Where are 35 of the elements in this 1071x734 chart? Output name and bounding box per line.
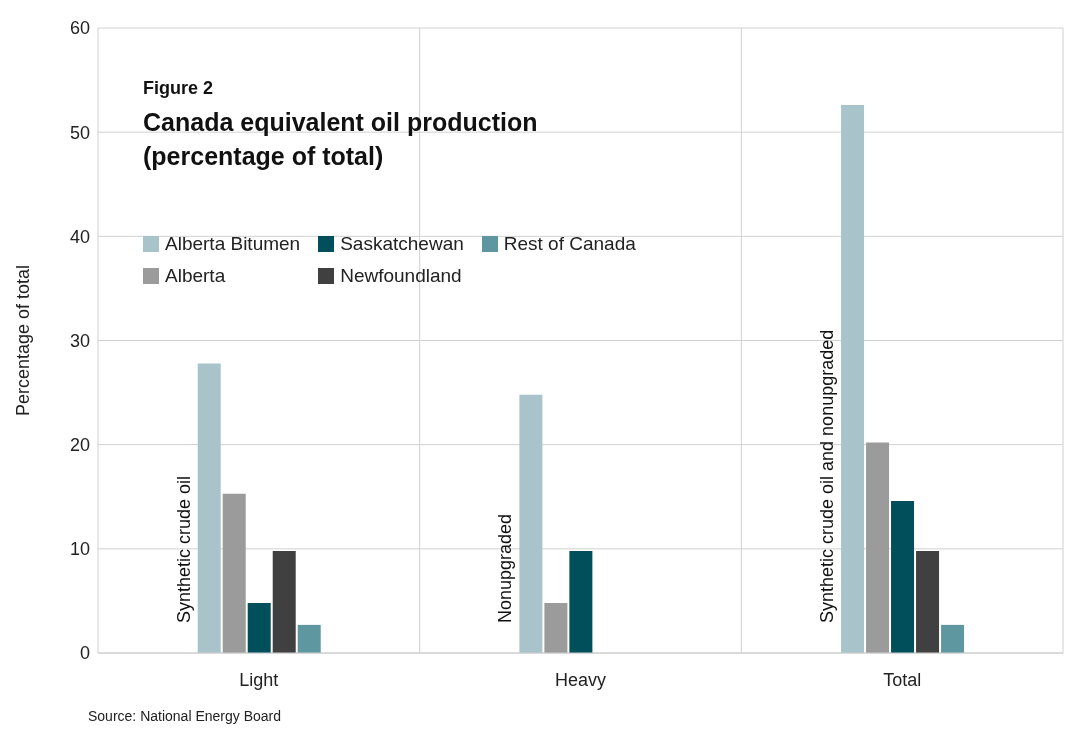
x-tick-label: Total xyxy=(883,669,922,690)
bar xyxy=(222,493,246,653)
bar xyxy=(891,500,915,653)
bar xyxy=(866,442,890,653)
annotation: Synthetic crude oil and nonupgraded xyxy=(817,329,838,623)
y-tick-label: 10 xyxy=(69,539,90,560)
legend-label: Rest of Canada xyxy=(503,233,636,255)
y-tick-label: 50 xyxy=(69,122,90,143)
source-note: Source: National Energy Board xyxy=(88,708,282,724)
bar xyxy=(197,363,221,653)
bar xyxy=(841,105,865,653)
annotation: Nonupgraded xyxy=(495,513,516,623)
text: Figure 2 xyxy=(143,78,214,99)
y-tick-label: 40 xyxy=(69,226,90,247)
y-tick-label: 0 xyxy=(79,643,90,664)
bar xyxy=(569,550,593,653)
y-tick-label: 20 xyxy=(69,435,90,456)
y-axis-title: Percentage of total xyxy=(13,264,34,417)
legend-label: Alberta xyxy=(165,265,226,287)
text: Canada equivalent oil production (percentage of total) xyxy=(143,107,539,172)
x-tick-label: Heavy xyxy=(554,669,607,690)
y-tick-label: 60 xyxy=(69,18,90,39)
legend-label: Saskatchewan xyxy=(340,233,464,255)
y-tick-label: 30 xyxy=(69,330,90,351)
bar xyxy=(247,603,271,653)
annotation: Synthetic crude oil xyxy=(173,475,194,623)
bar xyxy=(272,550,296,653)
legend-label: Alberta Bitumen xyxy=(165,233,301,255)
bar xyxy=(297,624,321,653)
bar xyxy=(916,550,940,653)
bar xyxy=(941,624,965,653)
bar xyxy=(544,603,568,653)
legend-label: Newfoundland xyxy=(340,265,462,287)
x-tick-label: Light xyxy=(239,669,279,690)
bar xyxy=(519,394,543,653)
